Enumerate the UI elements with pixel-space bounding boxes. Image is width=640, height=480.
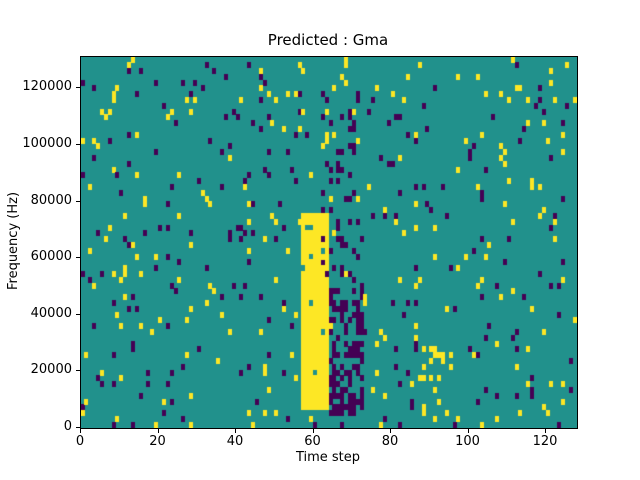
y-tick-mark [76, 427, 80, 428]
x-tick-mark [467, 429, 469, 433]
y-tick-label: 40000 [30, 305, 72, 321]
x-tick-label: 120 [532, 434, 558, 449]
x-tick-label: 40 [226, 434, 244, 449]
x-tick-mark [80, 429, 81, 433]
x-tick-mark [157, 429, 159, 433]
x-tick-label: 60 [304, 434, 321, 449]
y-tick-label: 20000 [30, 362, 72, 378]
x-tick-label: 80 [381, 434, 399, 449]
x-tick-label: 0 [75, 434, 85, 449]
x-tick-mark [312, 429, 314, 433]
chart-title: Predicted : Gma [267, 31, 389, 49]
y-tick-mark [76, 87, 80, 89]
plot-area [80, 56, 578, 429]
x-tick-mark [235, 429, 236, 433]
y-tick-mark [76, 257, 80, 259]
y-tick-label: 0 [63, 419, 72, 434]
y-tick-label: 60000 [30, 249, 72, 265]
y-tick-label: 100000 [22, 135, 72, 151]
x-tick-label: 100 [455, 434, 480, 449]
x-axis-label: Time step [295, 450, 361, 465]
x-tick-mark [390, 429, 391, 433]
y-tick-mark [76, 313, 80, 315]
x-tick-label: 20 [149, 434, 166, 449]
y-tick-mark [76, 143, 80, 145]
y-tick-mark [76, 370, 80, 372]
x-tick-mark [545, 429, 546, 433]
y-tick-mark [76, 200, 80, 202]
y-tick-label: 80000 [30, 192, 72, 208]
y-tick-label: 120000 [22, 79, 72, 95]
heatmap-canvas [81, 57, 577, 428]
